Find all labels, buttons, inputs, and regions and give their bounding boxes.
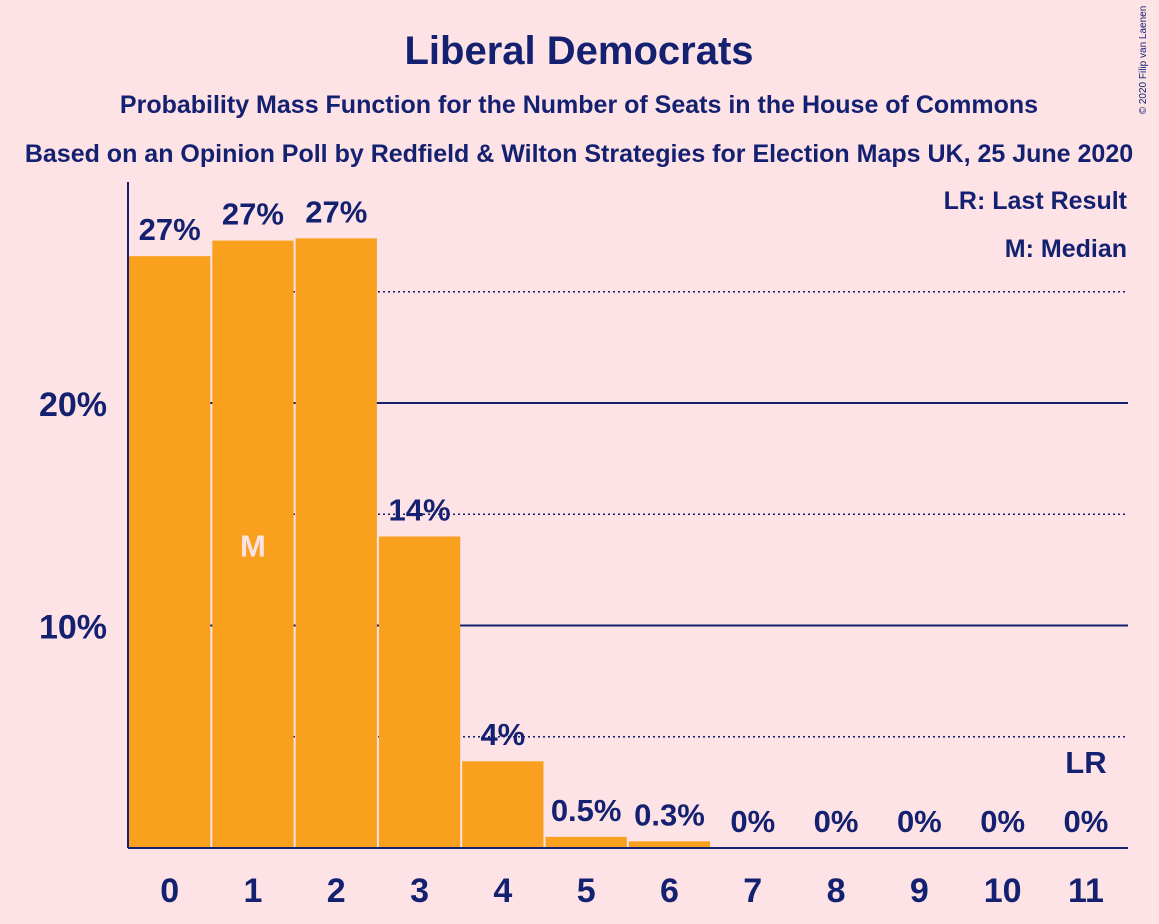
data-label: 0% [897, 804, 942, 839]
data-label: 4% [480, 717, 525, 752]
y-tick-label: 10% [39, 609, 107, 647]
x-tick-label: 0 [160, 872, 179, 910]
median-marker: M [240, 528, 266, 563]
x-tick-label: 8 [827, 872, 846, 910]
chart-subtitle: Probability Mass Function for the Number… [120, 91, 1038, 119]
x-tick-label: 11 [1068, 872, 1104, 910]
legend-median: M: Median [1005, 235, 1127, 263]
chart-source: Based on an Opinion Poll by Redfield & W… [25, 140, 1133, 168]
x-tick-label: 3 [410, 872, 429, 910]
data-label: 27% [305, 194, 367, 229]
x-tick-label: 7 [743, 872, 762, 910]
data-label: 0.5% [551, 793, 622, 828]
legend-last-result: LR: Last Result [944, 187, 1128, 215]
data-label: 0% [814, 804, 859, 839]
bar [628, 841, 711, 848]
x-tick-label: 1 [243, 872, 262, 910]
gridlines [128, 291, 1128, 738]
x-tick-label: 9 [910, 872, 929, 910]
data-label: 27% [139, 212, 201, 247]
bar [378, 536, 461, 848]
x-tick-label: 5 [577, 872, 596, 910]
value-labels: 27% 27% 27% 14% 4% 0.5% 0.3% 0% 0% 0% 0% 0% M LR [139, 194, 1109, 839]
axis-ticks: 10% 20% 0 1 2 3 4 5 6 7 8 9 10 11 [39, 386, 1104, 910]
bar [545, 836, 627, 848]
chart-title: Liberal Democrats [404, 29, 753, 73]
data-label: 27% [222, 197, 284, 232]
data-label: 0% [730, 804, 775, 839]
data-label: 0% [1064, 804, 1109, 839]
x-tick-label: 10 [984, 872, 1022, 910]
bar [295, 238, 377, 849]
y-tick-label: 20% [39, 386, 107, 424]
data-label: 0% [980, 804, 1025, 839]
x-tick-label: 2 [327, 872, 346, 910]
x-tick-label: 6 [660, 872, 679, 910]
bar [129, 256, 211, 848]
x-tick-label: 4 [493, 872, 512, 910]
last-result-marker: LR [1065, 745, 1106, 780]
copyright-note: © 2020 Filip van Laenen [1138, 6, 1149, 115]
bar [212, 240, 294, 848]
data-label: 14% [389, 493, 451, 528]
data-label: 0.3% [634, 797, 705, 832]
bar [462, 761, 544, 848]
bars [129, 238, 711, 849]
